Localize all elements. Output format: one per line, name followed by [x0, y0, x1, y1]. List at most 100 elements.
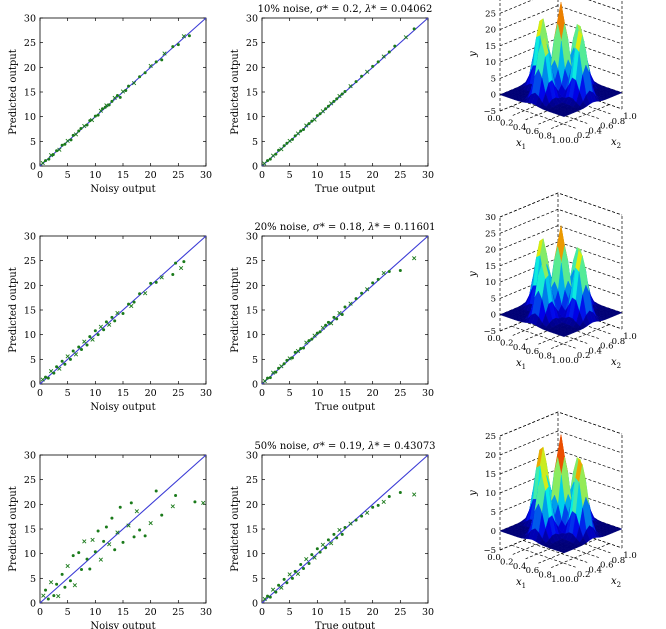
- data-point: [57, 147, 62, 152]
- floor-grid-line: [551, 324, 610, 349]
- data-point: [193, 500, 197, 504]
- data-point: [181, 34, 186, 39]
- data-point: [124, 89, 128, 93]
- z-tick-label: 15: [485, 42, 496, 52]
- scatter-panel: 0 5 10 15 20 25 30 0 5 10 15 20 25 30 True output Predi…: [230, 4, 434, 195]
- data-point-stroke: [98, 324, 103, 329]
- data-point-stroke: [65, 563, 70, 569]
- data-point: [102, 328, 106, 332]
- data-point: [134, 509, 139, 514]
- data-point: [268, 157, 272, 161]
- x-tick-label: 0: [259, 607, 265, 618]
- data-point: [387, 494, 391, 498]
- y-tick-label: 25: [246, 256, 258, 267]
- y-tick-label: 5: [30, 137, 36, 148]
- data-point: [302, 566, 305, 570]
- x-tick-label: 30: [422, 607, 434, 618]
- z-grid-line: [499, 449, 623, 475]
- data-point: [96, 529, 100, 533]
- x1-axis-label-main: x: [516, 358, 522, 369]
- data-point: [138, 292, 142, 296]
- x-tick-label: 5: [65, 388, 71, 399]
- data-point: [312, 117, 317, 122]
- x2-axis-label-sub: 2: [617, 142, 621, 150]
- title-part: * = 0.18,: [320, 222, 368, 233]
- x-tick-label: 10: [89, 607, 101, 618]
- data-point: [343, 90, 347, 94]
- z-tick-label: −5: [483, 327, 496, 337]
- x-tick-label: 30: [200, 607, 212, 618]
- x-tick-label: 20: [145, 607, 157, 618]
- data-point: [98, 324, 103, 329]
- y-tick-label: 5: [30, 574, 36, 585]
- data-point-stroke: [56, 593, 61, 599]
- data-point: [307, 339, 311, 343]
- reference-line: [39, 454, 207, 604]
- data-point-stroke: [82, 339, 87, 344]
- x2-tick-label: 1.0: [623, 332, 637, 342]
- title-part: * = 0.04062: [371, 4, 432, 15]
- data-point: [381, 499, 386, 504]
- data-point-stroke: [365, 287, 370, 292]
- data-point: [299, 346, 303, 350]
- data-point: [335, 317, 339, 321]
- data-point: [343, 526, 347, 530]
- data-point: [348, 521, 353, 526]
- y-tick-label: 30: [24, 14, 36, 25]
- data-point-stroke: [82, 539, 87, 544]
- y-tick-label: 15: [246, 306, 258, 317]
- title-part: σ: [313, 222, 321, 233]
- data-point: [143, 291, 148, 296]
- data-point: [360, 291, 364, 295]
- y-tick-label: 20: [246, 500, 258, 511]
- data-point-stroke: [312, 333, 317, 338]
- surface-facet: [559, 550, 568, 554]
- y-tick-label: 25: [246, 475, 258, 486]
- data-point: [98, 557, 103, 562]
- x-tick-label: 10: [89, 170, 101, 181]
- data-point: [46, 376, 50, 380]
- data-point: [47, 157, 51, 161]
- data-point: [337, 527, 342, 533]
- z-tick-label: 10: [485, 278, 496, 288]
- data-point: [51, 153, 55, 157]
- data-point-stroke: [134, 509, 139, 514]
- data-point: [160, 58, 164, 62]
- y-tick-label: 25: [24, 38, 36, 49]
- x-tick-label: 25: [394, 607, 406, 618]
- x-axis-label: Noisy output: [90, 402, 155, 413]
- data-point: [174, 261, 178, 265]
- z-tick-label: 5: [491, 294, 496, 304]
- panel-title: 50% noise, σ* = 0.19, λ* = 0.43073: [254, 441, 435, 452]
- data-point-stroke: [98, 557, 103, 562]
- floor-grid-line: [511, 325, 576, 349]
- data-point: [113, 319, 117, 323]
- data-point-stroke: [107, 542, 112, 547]
- data-point: [304, 340, 309, 345]
- floor-grid-line: [511, 544, 576, 568]
- data-point: [56, 593, 61, 599]
- data-point: [268, 595, 272, 599]
- data-point: [89, 118, 95, 123]
- data-point-stroke: [262, 161, 267, 166]
- y-tick-label: 20: [24, 281, 36, 292]
- data-point: [365, 69, 370, 74]
- data-point-stroke: [304, 556, 309, 562]
- data-point: [266, 159, 270, 163]
- data-point: [315, 547, 319, 551]
- y-tick-label: 30: [246, 451, 258, 462]
- x-tick-label: 0: [37, 388, 43, 399]
- x2-axis-label-main: x: [611, 357, 617, 368]
- x-tick-label: 5: [287, 170, 293, 181]
- data-point: [360, 74, 364, 78]
- y-tick-label: 10: [246, 112, 258, 123]
- data-point-stroke: [348, 301, 353, 306]
- x2-tick-label: 0.0: [565, 136, 579, 146]
- data-point-stroke: [159, 275, 164, 280]
- x-axis-label: Noisy output: [90, 621, 155, 629]
- data-point: [93, 114, 97, 118]
- data-point: [324, 323, 328, 327]
- data-point-stroke: [279, 364, 284, 369]
- x2-tick-label: 0.4: [588, 565, 602, 575]
